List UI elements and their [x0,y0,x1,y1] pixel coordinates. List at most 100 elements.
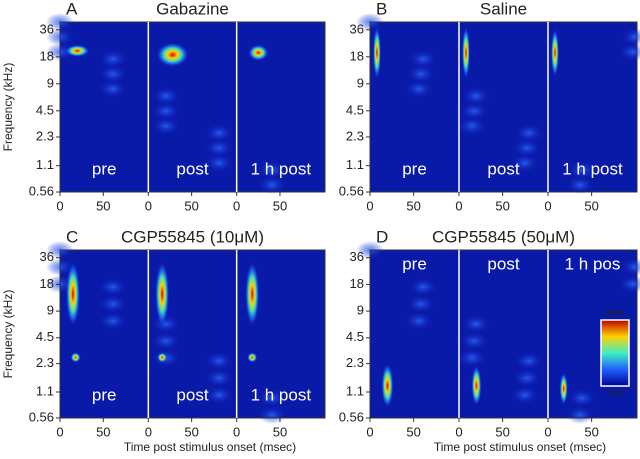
noise [99,312,127,330]
colorbar-max: max [606,308,625,319]
noise [205,139,233,157]
response [65,262,80,327]
y-tick-label: 18 [350,48,364,63]
y-tick-label: 36 [350,249,364,264]
noise [99,295,127,313]
x-tick-label: 0 [56,198,63,213]
response [461,26,470,79]
y-tick-label: 36 [40,249,54,264]
condition-label: post [176,159,208,178]
condition-label: pre [402,159,427,178]
x-tick-label: 0 [544,198,551,213]
y-axis-label: Frequency (kHz) [1,63,15,152]
response [471,365,482,406]
y-tick-label: 1.1 [36,383,54,398]
condition-label: 1 h post [562,159,623,178]
y-tick-label: 0.56 [339,409,364,424]
y-tick-label: 0.56 [29,183,54,198]
response [372,26,381,79]
x-tick-label: 0 [544,424,551,439]
noise [152,102,180,120]
y-tick-label: 36 [350,21,364,36]
noise [205,369,233,387]
y-tick-label: 9 [47,303,54,318]
noise [99,80,127,98]
noise [568,161,596,179]
condition-label: 1 h pos [565,254,621,273]
condition-label: pre [92,385,117,404]
response [65,44,90,57]
noise [621,258,640,276]
x-tick-label: 0 [56,424,63,439]
y-tick-label: 18 [40,276,54,291]
panel-letter: C [66,227,78,246]
x-tick-label: 0 [455,424,462,439]
response [550,28,559,77]
response [157,352,168,363]
x-tick-label: 0 [366,198,373,213]
y-tick-label: 4.5 [346,329,364,344]
panel-title: CGP55845 (10μM) [121,227,264,246]
y-tick-label: 4.5 [36,102,54,117]
x-tick-label: 50 [184,198,198,213]
x-tick-label: 50 [184,424,198,439]
x-tick-label: 50 [584,198,598,213]
noise [460,102,488,120]
response [245,262,260,327]
panel-title: CGP55845 (50μM) [432,227,575,246]
condition-label: post [176,385,208,404]
noise [205,124,233,142]
panel-letter: B [376,0,387,18]
x-tick-label: 50 [495,198,509,213]
heatmap-background [370,22,637,192]
response [381,363,394,408]
x-tick-label: 50 [96,198,110,213]
condition-label: post [487,254,519,273]
response [155,262,170,327]
noise [462,315,490,333]
y-tick-label: 1.1 [346,383,364,398]
response [70,352,81,363]
colorbar-min: min [607,389,623,400]
y-tick-label: 2.3 [346,128,364,143]
noise [152,87,180,105]
x-tick-label: 0 [233,424,240,439]
noise [566,406,594,424]
y-tick-label: 9 [357,75,364,90]
x-tick-label: 0 [233,198,240,213]
response [248,44,269,61]
x-tick-label: 50 [406,424,420,439]
plot-frame [369,21,638,193]
x-tick-label: 0 [145,424,152,439]
condition-label: 1 h post [251,385,312,404]
noise [405,312,433,330]
noise [258,161,286,179]
y-axis-label: Frequency (kHz) [1,290,15,379]
x-tick-label: 0 [366,424,373,439]
colorbar [600,319,630,387]
y-tick-label: 1.1 [36,157,54,172]
y-tick-label: 36 [40,21,54,36]
noise [460,332,488,350]
y-tick-label: 2.3 [36,355,54,370]
x-axis-label: Time post stimulus onset (msec) [434,440,606,454]
noise [511,154,539,172]
y-tick-label: 0.56 [29,409,54,424]
y-tick-label: 2.3 [36,128,54,143]
noise [99,50,127,68]
noise [407,65,435,83]
noise [205,386,233,404]
noise [515,352,543,370]
y-tick-label: 4.5 [36,329,54,344]
y-tick-label: 18 [350,276,364,291]
x-axis-label: Time post stimulus onset (msec) [124,440,296,454]
x-tick-label: 50 [495,424,509,439]
noise [99,65,127,83]
y-tick-label: 9 [357,303,364,318]
noise [205,154,233,172]
condition-label: post [487,159,519,178]
y-tick-label: 9 [47,75,54,90]
noise [258,406,286,424]
x-tick-label: 50 [273,198,287,213]
